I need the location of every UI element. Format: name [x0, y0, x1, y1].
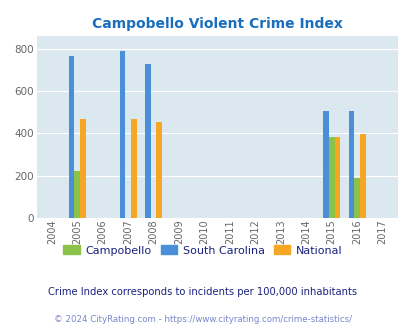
Bar	[74, 171, 80, 218]
Bar	[119, 51, 125, 218]
Text: © 2024 CityRating.com - https://www.cityrating.com/crime-statistics/: © 2024 CityRating.com - https://www.city…	[54, 315, 351, 324]
Title: Campobello Violent Crime Index: Campobello Violent Crime Index	[92, 17, 342, 31]
Bar	[322, 111, 328, 218]
Bar	[328, 137, 334, 218]
Bar	[69, 56, 74, 218]
Text: Crime Index corresponds to incidents per 100,000 inhabitants: Crime Index corresponds to incidents per…	[48, 287, 357, 297]
Bar	[80, 119, 85, 218]
Bar	[334, 137, 339, 218]
Bar	[131, 118, 136, 218]
Legend: Campobello, South Carolina, National: Campobello, South Carolina, National	[59, 241, 346, 260]
Bar	[354, 178, 359, 218]
Bar	[359, 134, 364, 218]
Bar	[156, 122, 162, 218]
Bar	[348, 111, 354, 218]
Bar	[145, 64, 150, 218]
